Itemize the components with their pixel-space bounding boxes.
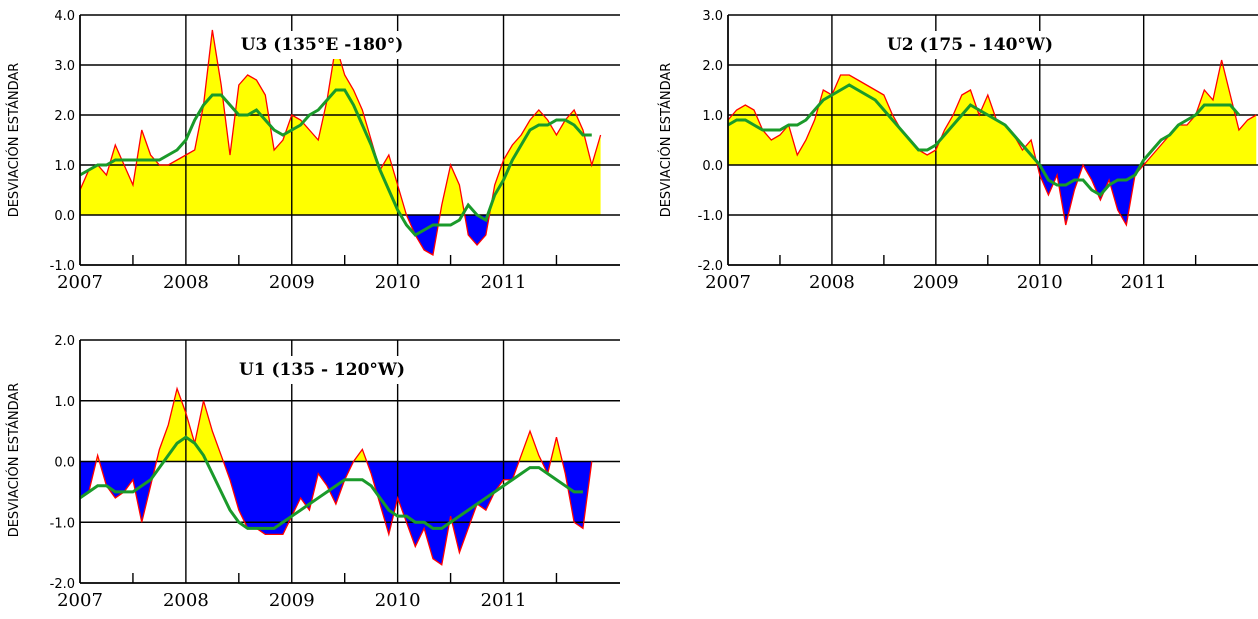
- y-tick-label: -2.0: [698, 259, 723, 274]
- positive-anomaly-area: [728, 60, 1257, 165]
- x-tick-label: 2010: [375, 272, 421, 293]
- y-tick-label: -1.0: [50, 259, 75, 274]
- smoothed-series-line: [79, 435, 583, 530]
- y-tick-label: 4.0: [54, 9, 75, 24]
- chart-title: U1 (135 - 120°W): [239, 360, 405, 380]
- y-tick-label: -1.0: [698, 209, 723, 224]
- x-tick-label: 2009: [269, 272, 315, 293]
- y-axis-label: DESVIACIÓN ESTÁNDAR: [6, 63, 22, 218]
- y-tick-label: 2.0: [702, 59, 723, 74]
- x-tick-label: 2007: [57, 590, 103, 611]
- x-tick-label: 2011: [481, 272, 527, 293]
- x-tick-label: 2010: [375, 590, 421, 611]
- chart-panel-3: -2.0 -1.0 0.0 1.0 2.0 2007 2008 2009 2010 2011 DES…: [6, 334, 620, 611]
- y-tick-label: -2.0: [50, 577, 75, 592]
- chart-title-background: [880, 31, 1060, 59]
- x-tick-label: 2007: [705, 272, 751, 293]
- y-tick-label: 2.0: [54, 109, 75, 124]
- y-tick-label: 1.0: [54, 395, 75, 410]
- x-tick-label: 2011: [1121, 272, 1167, 293]
- chart-panel-1: -1.0 0.0 1.0 2.0 3.0 4.0 2007 2008 2009 2010 2011 D…: [6, 9, 620, 293]
- x-tick-label: 2008: [163, 590, 209, 611]
- x-tick-label: 2008: [163, 272, 209, 293]
- chart-title: U3 (135°E -180°): [241, 35, 404, 55]
- y-tick-label: 1.0: [702, 109, 723, 124]
- y-tick-label: -1.0: [50, 516, 75, 531]
- positive-anomaly-area: [80, 388, 592, 462]
- y-tick-label: 0.0: [702, 159, 723, 174]
- chart-title-background: [232, 356, 412, 384]
- y-tick-label: 2.0: [54, 334, 75, 349]
- y-tick-label: 1.0: [54, 159, 75, 174]
- y-tick-label: 3.0: [54, 59, 75, 74]
- smoothed-series-line: [727, 83, 1241, 197]
- chart-panel-2: -2.0 -1.0 0.0 1.0 2.0 3.0 2007 2008 2009 2010 2011…: [658, 9, 1258, 293]
- x-tick-label: 2011: [481, 590, 527, 611]
- y-tick-label: 0.0: [54, 209, 75, 224]
- x-tick-label: 2009: [913, 272, 959, 293]
- monthly-series-line: [79, 386, 593, 566]
- monthly-series-line: [79, 29, 602, 257]
- x-tick-label: 2009: [269, 590, 315, 611]
- y-tick-label: 3.0: [702, 9, 723, 24]
- negative-anomaly-area: [80, 215, 601, 255]
- x-tick-label: 2007: [57, 272, 103, 293]
- positive-anomaly-area: [80, 30, 601, 215]
- x-tick-label: 2010: [1017, 272, 1063, 293]
- y-axis-label: DESVIACIÓN ESTÁNDAR: [6, 383, 22, 538]
- smoothed-series-line: [79, 88, 592, 237]
- y-tick-label: 0.0: [54, 456, 75, 471]
- y-axis-label: DESVIACIÓN ESTÁNDAR: [658, 63, 674, 218]
- chart-title: U2 (175 - 140°W): [887, 35, 1053, 55]
- chart-title-background: [234, 31, 410, 59]
- x-tick-label: 2008: [809, 272, 855, 293]
